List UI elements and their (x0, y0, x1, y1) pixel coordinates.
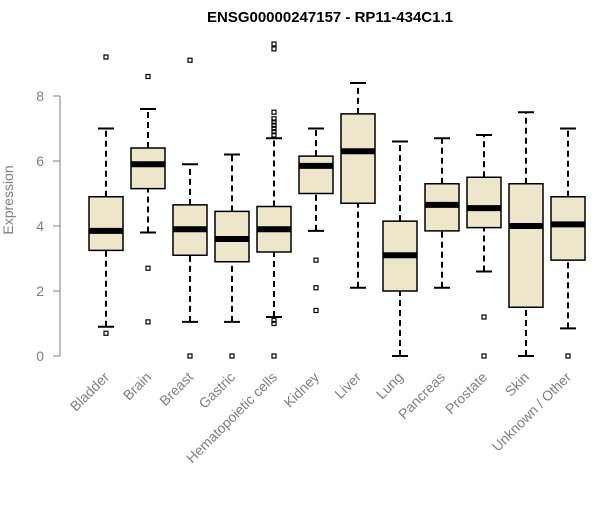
outlier-point (271, 125, 277, 132)
outlier-point (145, 319, 151, 325)
outlier-point (313, 257, 319, 263)
outlier-point (271, 132, 277, 138)
y-axis-label: Expression (0, 165, 16, 234)
outlier-point (271, 119, 277, 125)
box-iqr (550, 196, 586, 261)
box-group (382, 140, 418, 357)
outlier-point (271, 353, 277, 359)
outlier-point (271, 41, 277, 47)
x-tick-label: Kidney (281, 369, 323, 411)
x-tick-label: Prostate (442, 369, 490, 417)
box-group (508, 111, 544, 357)
box-group (424, 137, 460, 289)
box-group (172, 57, 208, 359)
y-axis: 0 2 4 6 8 (36, 88, 61, 364)
box-iqr (508, 183, 544, 308)
y-tick-label: 6 (36, 153, 44, 169)
outlier-point (145, 265, 151, 271)
box-iqr (466, 176, 502, 229)
box-group (550, 127, 586, 359)
x-tick-label: Skin (502, 369, 533, 400)
outlier-point (481, 353, 487, 359)
outlier-point (313, 285, 319, 291)
box-iqr (298, 155, 334, 195)
y-tick-label: 8 (36, 88, 44, 104)
y-tick-label: 0 (36, 348, 44, 364)
outlier-point (271, 129, 277, 135)
box-group (466, 134, 502, 359)
box-group (340, 82, 376, 289)
box-iqr (130, 147, 166, 190)
box-group (214, 153, 250, 359)
box-group (130, 73, 166, 325)
outlier-point (103, 330, 109, 336)
outlier-point (187, 353, 193, 359)
x-tick-label: Pancreas (395, 369, 448, 422)
outlier-point (313, 307, 319, 314)
box-group (256, 41, 292, 359)
outlier-point (481, 314, 487, 320)
outlier-point (187, 57, 193, 63)
box-group (88, 54, 124, 336)
x-tick-label: Lung (373, 369, 406, 402)
x-tick-label: Bladder (67, 369, 113, 415)
outlier-point (229, 353, 235, 359)
boxes-layer (88, 41, 586, 359)
outlier-point (271, 46, 277, 52)
outlier-point (271, 116, 277, 122)
outlier-point (271, 320, 277, 327)
outlier-point (145, 73, 151, 80)
x-tick-label: Brain (120, 369, 154, 403)
box-iqr (340, 113, 376, 204)
box-group (298, 127, 334, 314)
box-iqr (88, 196, 124, 252)
y-tick-label: 4 (36, 218, 44, 234)
outlier-point (271, 109, 277, 115)
outlier-point (103, 54, 109, 60)
outlier-point (565, 353, 571, 359)
x-tick-label: Liver (331, 369, 364, 402)
x-tick-label: Unknown / Other (489, 369, 575, 455)
outlier-point (271, 122, 277, 128)
y-tick-label: 2 (36, 283, 44, 299)
outlier-point (271, 317, 277, 323)
x-tick-label: Breast (156, 369, 196, 409)
chart-title: ENSG00000247157 - RP11-434C1.1 (207, 9, 453, 26)
